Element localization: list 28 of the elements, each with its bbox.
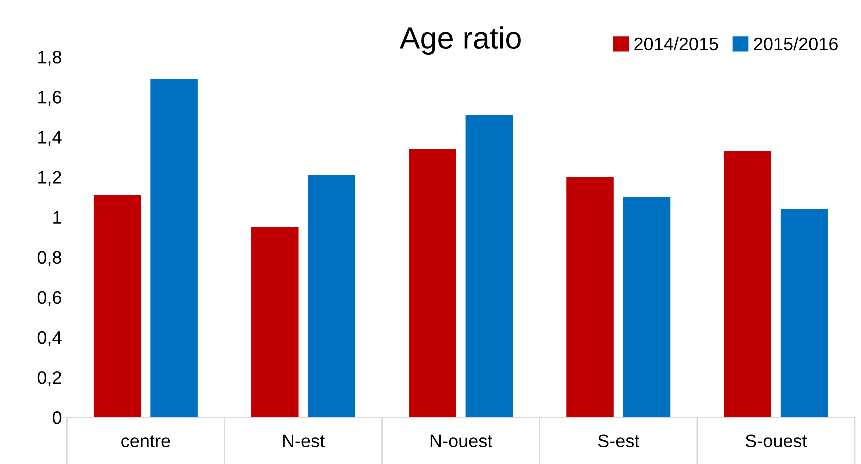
x-tick-label: N-ouest [430, 434, 493, 448]
y-tick-label: 0,8 [38, 251, 62, 266]
x-tick-label: S-est [598, 434, 640, 448]
legend-label: 2014/2015 [634, 37, 718, 51]
x-tick-label: S-ouest [746, 434, 808, 448]
bar [252, 227, 299, 418]
bar [94, 195, 142, 418]
y-tick-label: 0,6 [38, 291, 62, 306]
y-tick-label: 1,6 [38, 91, 62, 106]
bar [623, 197, 671, 418]
y-tick-label: 1 [54, 211, 62, 224]
y-tick-label: 1,4 [38, 131, 62, 146]
y-tick-label: 0 [52, 412, 62, 424]
bar [409, 149, 456, 418]
chart-title: Age ratio [400, 26, 521, 56]
y-tick-label: 0,4 [38, 331, 62, 346]
y-tick-label: 1,8 [38, 51, 62, 66]
bar [566, 177, 614, 418]
x-tick-label: centre [122, 436, 170, 448]
y-tick-label: 1,2 [38, 171, 62, 186]
bar [308, 175, 356, 418]
bar [466, 115, 514, 418]
legend-label: 2015/2016 [754, 37, 838, 51]
x-tick-label: N-est [283, 434, 325, 448]
bar [724, 151, 772, 418]
y-tick-label: 0,2 [38, 371, 62, 386]
bar [150, 79, 198, 418]
bar [780, 209, 828, 418]
